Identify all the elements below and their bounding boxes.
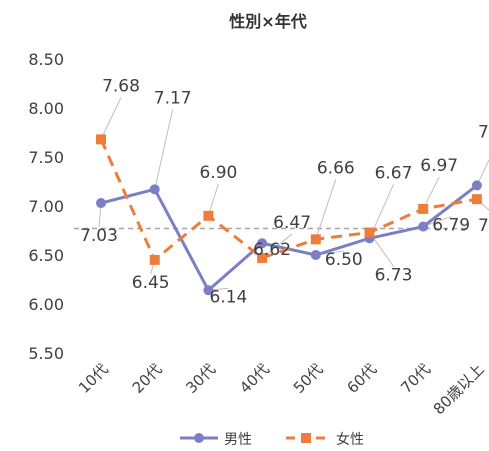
y-tick-label: 8.00 [28,99,64,118]
data-label-male: 6.67 [375,163,413,183]
data-label-male: 7.17 [154,88,192,108]
data-label-male: 7.21 [478,122,489,142]
data-point-female [471,194,482,205]
data-label-male: 6.62 [253,240,291,260]
data-label-male: 6.79 [432,216,470,236]
data-point-female [418,203,429,214]
label-leader-line [315,179,337,240]
data-label-female: 7.68 [102,76,140,96]
series-line-female [99,138,478,262]
legend-marker-female [301,433,311,443]
data-label-female: 6.73 [375,265,413,285]
legend-label-female: 女性 [336,431,364,448]
data-label-female: 7.07 [478,216,489,236]
x-tick-label: 80歳以上 [430,360,488,418]
x-tick-label: 20代 [129,360,166,397]
data-label-female: 6.45 [132,273,170,293]
data-point-female [203,210,214,221]
data-labels: 7.03 7.17 6.14 6.62 6.50 6.67 6.79 7.21 7.68 6.45… [80,76,489,307]
data-label-male: 6.50 [325,250,363,270]
x-tick-label: 40代 [236,360,273,397]
data-point-female [96,134,106,145]
series-layer [96,134,482,296]
y-tick-label: 5.50 [28,344,64,363]
data-point-male [257,238,268,249]
y-axis: 5.50 6.00 6.50 7.00 7.50 8.00 8.50 [28,50,64,363]
data-label-male: 6.14 [209,287,247,307]
data-point-male [418,221,429,232]
x-tick-label: 30代 [182,360,219,397]
data-label-male: 7.03 [80,226,118,246]
data-point-male [96,198,106,209]
x-tick-label: 50代 [290,360,327,397]
legend-item-male: 男性 [180,432,252,448]
legend-label-male: 男性 [224,432,252,448]
chart-title: 性別×年代 [229,12,306,31]
data-point-female [149,254,160,265]
label-leader-line [207,183,219,216]
data-label-female: 6.66 [317,158,355,178]
y-tick-label: 7.00 [28,197,64,216]
x-tick-label: 60代 [343,360,380,397]
data-point-male [471,180,482,191]
data-label-female: 6.97 [420,156,458,176]
y-tick-label: 6.50 [28,246,64,265]
data-point-male [149,184,160,195]
legend-marker-male [194,433,204,443]
legend-item-female: 女性 [286,431,364,448]
label-leader-line [100,97,122,140]
label-leader-line [422,176,440,210]
label-leader-line [154,109,174,190]
y-tick-label: 6.00 [28,295,64,314]
label-leader-line [476,158,489,186]
legend: 男性 女性 [180,431,364,448]
x-tick-label: 70代 [397,360,434,397]
x-tick-label: 10代 [75,360,112,397]
y-tick-label: 7.50 [28,148,64,167]
y-tick-label: 8.50 [28,50,64,69]
data-label-female: 6.90 [199,163,237,183]
data-point-male [310,250,321,260]
data-point-female [364,227,375,238]
data-point-female [310,234,321,245]
data-label-female: 6.47 [273,213,311,233]
data-point-male [203,285,214,296]
data-point-female [257,252,268,263]
